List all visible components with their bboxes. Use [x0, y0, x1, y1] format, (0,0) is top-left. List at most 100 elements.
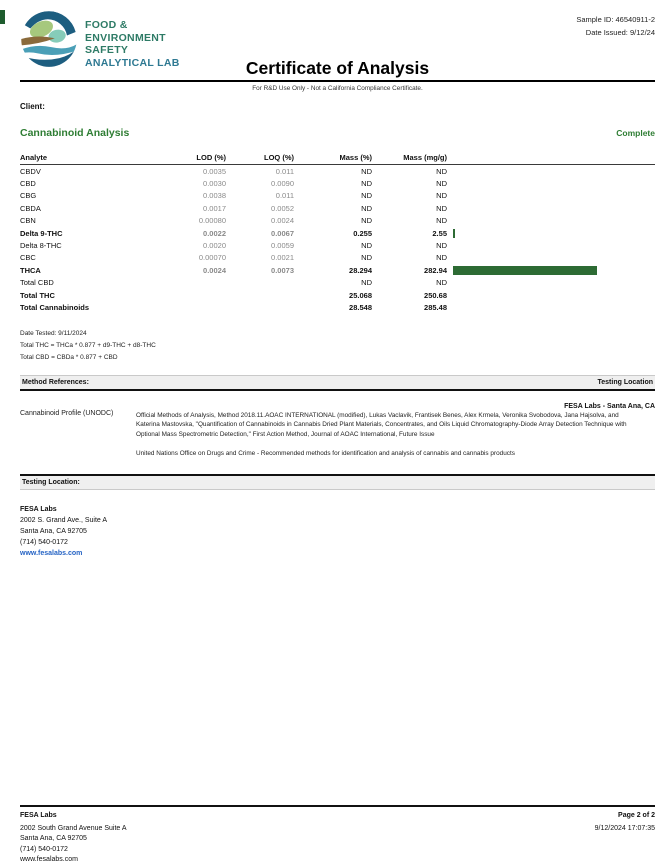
analyte-table: Analyte LOD (%) LOQ (%) Mass (%) Mass (m… — [20, 150, 655, 314]
loq-value: 0.0059 — [271, 241, 294, 251]
compliance-disclaimer: For R&D Use Only - Not a California Comp… — [252, 85, 423, 92]
testing-location-address: FESA Labs 2002 S. Grand Ave., Suite A Sa… — [20, 505, 655, 559]
mass-pct-value: ND — [361, 278, 372, 288]
loq-value: 0.011 — [275, 191, 294, 201]
footer-address-line2: Santa Ana, CA 92705 — [20, 835, 87, 842]
mass-pct-value: 28.294 — [349, 265, 372, 275]
footer-lab-name: FESA Labs — [20, 812, 57, 819]
analyte-name: THCA — [20, 265, 41, 275]
sample-id: Sample ID: 46540911-2 — [576, 15, 655, 24]
mass-bar-cell — [447, 303, 655, 312]
method-references-label: Method References: — [22, 378, 89, 386]
status-badge: Complete — [616, 128, 655, 138]
table-row: THCA 0.0024 0.0073 28.294 282.94 — [20, 264, 655, 276]
sample-info: Sample ID: 46540911-2 Date Issued: 9/12/… — [576, 13, 655, 39]
total-thc-formula: Total THC = THCa * 0.877 + d9-THC + d8-T… — [20, 342, 156, 350]
mass-bar-cell — [447, 191, 655, 200]
page-number: Page 2 of 2 — [618, 812, 655, 819]
lod-value: 0.0024 — [203, 265, 226, 275]
footer-page-block: Page 2 of 2 9/12/2024 17:07:35 — [595, 811, 655, 866]
loq-value: 0.0067 — [271, 228, 294, 238]
table-row: Delta 9-THC 0.0022 0.0067 0.255 2.55 — [20, 227, 655, 239]
mass-mgg-value: ND — [436, 191, 447, 201]
page-edge-mark — [0, 10, 5, 24]
date-issued: Date Issued: 9/12/24 — [585, 28, 655, 38]
print-timestamp: 9/12/2024 17:07:35 — [594, 824, 655, 832]
lod-value: 0.0017 — [203, 203, 226, 213]
analyte-name: CBD — [20, 179, 36, 189]
mass-mgg-value: 250.68 — [424, 290, 447, 300]
footer-website: www.fesalabs.com — [20, 856, 78, 863]
table-row: CBG 0.0038 0.011 ND ND — [20, 190, 655, 202]
lod-value: 0.0038 — [203, 191, 226, 201]
col-header-loq: LOQ (%) — [264, 152, 294, 162]
lod-value: 0.00080 — [198, 216, 226, 226]
logo-line-1: FOOD & — [85, 19, 128, 31]
mass-pct-value: ND — [361, 241, 372, 251]
page-footer: FESA Labs 2002 South Grand Avenue Suite … — [20, 805, 655, 866]
section-title: Cannabinoid Analysis — [20, 127, 130, 139]
analyte-name: Delta 8-THC — [20, 241, 62, 251]
mass-bar — [453, 228, 455, 238]
lod-value: 0.0020 — [203, 241, 226, 251]
mass-bar-cell — [447, 253, 655, 262]
lab-phone: (714) 540-0172 — [20, 538, 68, 546]
method-references-block: Cannabinoid Profile (UNODC) FESA Labs - … — [20, 395, 655, 458]
mass-mgg-value: ND — [436, 278, 447, 288]
mass-pct-value: ND — [361, 253, 372, 263]
table-row: CBDV 0.0035 0.011 ND ND — [20, 165, 655, 177]
testing-location-label: Testing Location: — [22, 479, 80, 487]
analyte-name: Delta 9-THC — [20, 228, 63, 238]
testing-location-column-label: Testing Location — [597, 378, 653, 386]
mass-mgg-value: ND — [436, 179, 447, 189]
page-title: Certificate of Analysis — [245, 58, 430, 78]
mass-pct-value: ND — [361, 179, 372, 189]
method-references-bar: Method References: Testing Location — [20, 374, 655, 391]
logo-line-4: ANALYTICAL LAB — [85, 56, 180, 69]
method-testing-location: FESA Labs - Santa Ana, CA — [564, 402, 655, 410]
mass-bar-cell — [447, 265, 655, 275]
table-row: CBC 0.00070 0.0021 ND ND — [20, 252, 655, 264]
footer-address-block: FESA Labs 2002 South Grand Avenue Suite … — [20, 811, 127, 866]
mass-bar-cell — [447, 228, 655, 238]
cannabinoid-section-header: Cannabinoid Analysis Complete — [20, 127, 655, 139]
lab-address-line1: 2002 S. Grand Ave., Suite A — [20, 517, 108, 524]
mass-mgg-value: ND — [436, 241, 447, 251]
total-cbd-formula: Total CBD = CBDa * 0.877 + CBD — [20, 354, 118, 362]
testing-location-bar: Testing Location: — [20, 474, 655, 491]
document-header: FOOD & ENVIRONMENT SAFETY ANALYTICAL LAB… — [20, 0, 655, 82]
certificate-page: FOOD & ENVIRONMENT SAFETY ANALYTICAL LAB… — [20, 0, 655, 559]
lod-value: 0.00070 — [198, 253, 226, 263]
loq-value: 0.0052 — [271, 203, 294, 213]
mass-pct-value: ND — [361, 191, 372, 201]
lab-name: FESA Labs — [20, 506, 57, 514]
reference-citation-2: United Nations Office on Drugs and Crime… — [136, 449, 515, 457]
col-header-mass-mgg: Mass (mg/g) — [403, 152, 447, 162]
method-name: Cannabinoid Profile (UNODC) — [20, 409, 114, 417]
table-row: CBN 0.00080 0.0024 ND ND — [20, 215, 655, 227]
mass-bar — [453, 265, 598, 275]
logo-wordmark: FOOD & ENVIRONMENT SAFETY ANALYTICAL LAB — [85, 19, 180, 69]
lod-value: 0.0030 — [203, 179, 226, 189]
analyte-name: Total THC — [20, 290, 55, 300]
client-label: Client: — [20, 102, 45, 111]
fesa-logo-icon — [21, 11, 77, 67]
col-header-analyte: Analyte — [20, 152, 48, 162]
logo-line-2: ENVIRONMENT — [85, 31, 166, 44]
mass-mgg-value: 285.48 — [424, 302, 447, 312]
mass-bar-cell — [447, 167, 655, 176]
table-row: CBDA 0.0017 0.0052 ND ND — [20, 202, 655, 214]
analyte-name: CBC — [20, 253, 36, 263]
loq-value: 0.0021 — [271, 253, 294, 263]
table-row: CBD 0.0030 0.0090 ND ND — [20, 177, 655, 189]
mass-bar-cell — [447, 241, 655, 250]
loq-value: 0.011 — [275, 166, 294, 176]
mass-bar-cell — [447, 179, 655, 188]
mass-pct-value: 28.548 — [349, 302, 372, 312]
mass-mgg-value: 282.94 — [424, 265, 447, 275]
footer-address-line1: 2002 South Grand Avenue Suite A — [20, 824, 127, 832]
lod-value: 0.0022 — [203, 228, 226, 238]
mass-mgg-value: 2.55 — [432, 228, 447, 238]
lab-website-link[interactable]: www.fesalabs.com — [20, 549, 83, 557]
table-row: Delta 8-THC 0.0020 0.0059 ND ND — [20, 239, 655, 251]
